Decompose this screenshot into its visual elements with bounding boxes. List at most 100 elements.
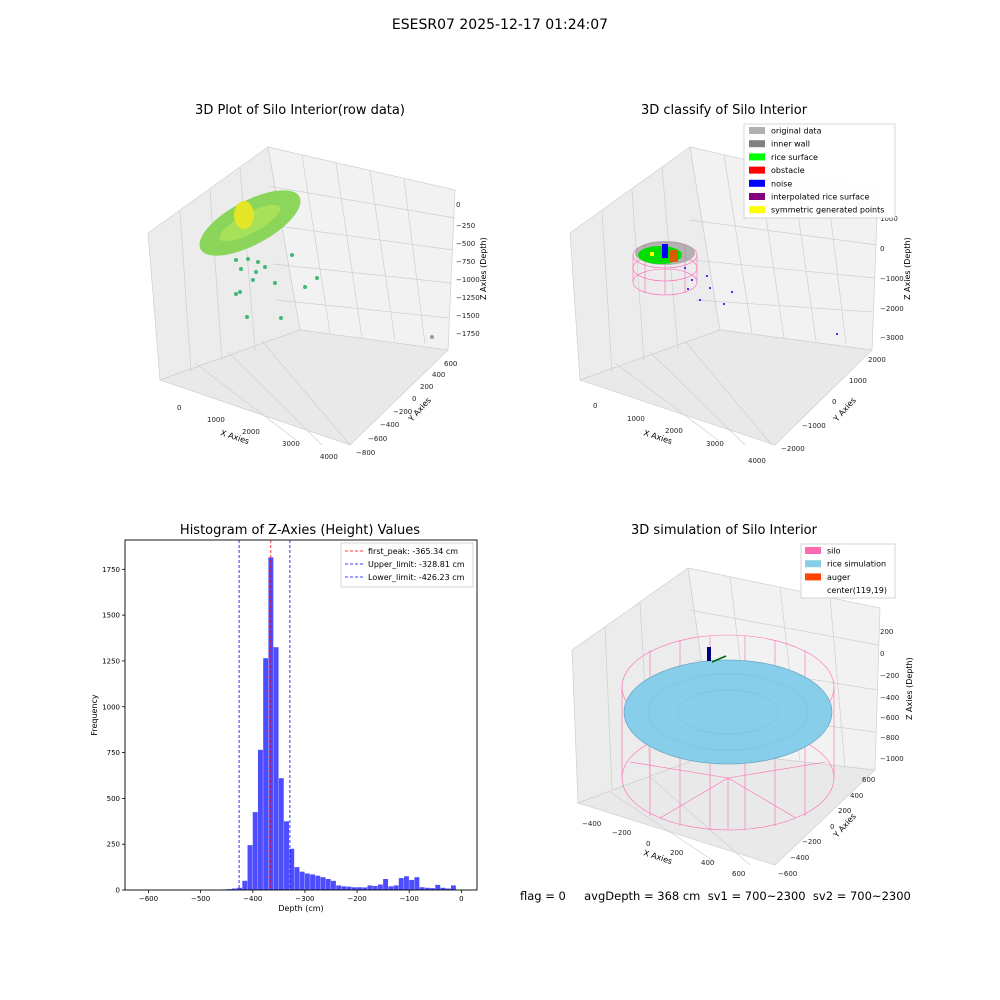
histogram-bar xyxy=(315,875,321,890)
legend-label: silo xyxy=(827,547,841,556)
classify-z-tick: −3000 xyxy=(880,334,904,342)
simulation-z-tick: −600 xyxy=(880,714,899,722)
simulation-x-tick: 0 xyxy=(646,840,650,848)
classify-x-tick: 3000 xyxy=(706,440,724,448)
histogram-x-ticks: −600 −500 −400 −300 −200 −100 0 xyxy=(139,890,464,903)
histogram-bar xyxy=(320,877,326,890)
histogram-bar xyxy=(237,887,243,890)
histogram-bar xyxy=(357,887,362,890)
histogram-bar xyxy=(294,867,300,890)
simulation-z-tick: −1000 xyxy=(880,755,904,763)
histogram-bar xyxy=(242,880,248,890)
histogram-bar xyxy=(341,886,347,890)
raw-x-ticks: 0 1000 2000 3000 4000 xyxy=(177,404,338,461)
simulation-y-tick: −600 xyxy=(778,870,797,878)
classify-x-tick: 0 xyxy=(593,402,597,410)
simulation-x-ticks: −400 −200 0 200 400 600 xyxy=(582,820,745,878)
raw-x-tick: 3000 xyxy=(282,440,300,448)
histogram-x-tick-label: −400 xyxy=(243,895,262,903)
raw-z-tick: −250 xyxy=(456,222,475,230)
raw-y-tick: −200 xyxy=(393,408,412,416)
legend-label: rice surface xyxy=(771,153,818,162)
simulation-z-tick: −200 xyxy=(880,672,899,680)
classify-z-label: Z Axies (Depth) xyxy=(903,237,912,300)
classify-z-tick: −2000 xyxy=(880,305,904,313)
classify-z-tick: 0 xyxy=(880,245,884,253)
legend-label: obstacle xyxy=(771,166,805,175)
histogram-bar xyxy=(257,749,263,890)
histogram-bar xyxy=(346,886,352,890)
histogram-legend-label: Lower_limit: -426.23 cm xyxy=(368,573,465,582)
raw-z-tick: −750 xyxy=(456,258,475,266)
classify-y-ticks: −2000 −1000 0 1000 2000 xyxy=(781,356,886,453)
raw-plot-title: 3D Plot of Silo Interior(row data) xyxy=(195,103,405,118)
histogram-x-tick-label: −500 xyxy=(191,895,210,903)
legend-label: center(119,19) xyxy=(827,586,887,595)
histogram-bar xyxy=(289,848,295,890)
legend-swatch xyxy=(749,179,765,187)
legend-label: auger xyxy=(827,573,851,582)
histogram-bar xyxy=(388,886,394,890)
simulation-z-tick: 0 xyxy=(880,650,884,658)
classify-points xyxy=(635,241,838,335)
histogram-bar xyxy=(419,887,425,890)
simulation-x-tick: 600 xyxy=(732,870,745,878)
classify-x-tick: 4000 xyxy=(748,457,766,465)
histogram-y-tick-label: 0 xyxy=(116,887,120,895)
legend-swatch xyxy=(749,153,765,161)
histogram-y-tick-label: 750 xyxy=(107,749,120,757)
classify-legend: original data inner wall rice surface obsta… xyxy=(743,123,896,219)
histogram-bar xyxy=(263,658,269,890)
raw-y-tick: 200 xyxy=(420,383,433,391)
histogram-bars xyxy=(221,557,456,890)
simulation-x-tick: −400 xyxy=(582,820,601,828)
histogram-bar xyxy=(424,887,430,890)
simulation-z-tick: 200 xyxy=(880,628,893,636)
histogram-vlines xyxy=(238,540,291,890)
legend-label: inner wall xyxy=(771,140,810,149)
histogram-x-tick-label: −600 xyxy=(139,895,158,903)
simulation-auger xyxy=(707,647,727,663)
histogram-y-tick-label: 1750 xyxy=(102,566,120,574)
histogram-bar xyxy=(409,879,415,890)
histogram-y-label: Frequency xyxy=(90,694,99,736)
histogram-bar xyxy=(336,885,342,890)
histogram-chart: −600 −500 −400 −300 −200 −100 0 0 250 500 750 1000… xyxy=(90,539,478,913)
classify-z-tick: −1000 xyxy=(880,275,904,283)
simulation-z-ticks: 200 0 −200 −400 −600 −800 −1000 xyxy=(880,628,904,763)
histogram-bar xyxy=(330,880,336,890)
classify-x-ticks: 0 1000 2000 3000 4000 xyxy=(593,402,766,465)
raw-x-tick: 1000 xyxy=(207,416,225,424)
raw-x-tick: 4000 xyxy=(320,453,338,461)
histogram-bar xyxy=(398,878,404,890)
simulation-x-tick: −200 xyxy=(612,829,631,837)
histogram-x-tick-label: −100 xyxy=(400,895,419,903)
simulation-z-label: Z Axies (Depth) xyxy=(905,657,914,720)
histogram-x-tick-label: −200 xyxy=(347,895,366,903)
simulation-y-tick: 600 xyxy=(862,776,875,784)
legend-swatch xyxy=(749,140,765,148)
histogram-x-tick-label: −300 xyxy=(295,895,314,903)
histogram-bar xyxy=(273,647,279,890)
histogram-frame xyxy=(124,539,478,891)
classify-y-tick: 2000 xyxy=(868,356,886,364)
histogram-bar xyxy=(440,887,446,890)
raw-z-label: Z Axies (Depth) xyxy=(479,237,488,300)
simulation-x-tick: 200 xyxy=(670,849,683,857)
figure-title: ESESR07 2025-12-17 01:24:07 xyxy=(391,17,609,33)
raw-z-tick: −1500 xyxy=(456,312,480,320)
raw-y-tick: −600 xyxy=(368,435,387,443)
histogram-bar xyxy=(278,778,284,890)
histogram-bar xyxy=(383,879,389,890)
raw-z-tick: −1250 xyxy=(456,294,480,302)
legend-swatch xyxy=(805,547,821,554)
histogram-bar xyxy=(231,888,237,890)
simulation-y-tick: 400 xyxy=(850,792,863,800)
simulation-legend: silo rice simulation auger center(119,19) xyxy=(800,543,896,599)
legend-swatch xyxy=(749,127,765,134)
legend-label: noise xyxy=(771,179,792,188)
raw-z-tick: 0 xyxy=(456,201,460,209)
simulation-y-label: Y Axies xyxy=(831,812,858,840)
legend-swatch xyxy=(749,166,765,174)
simulation-y-tick: −200 xyxy=(802,838,821,846)
